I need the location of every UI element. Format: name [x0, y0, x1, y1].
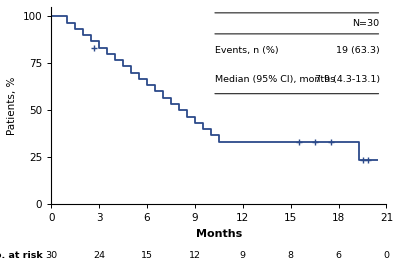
Text: 19 (63.3): 19 (63.3) — [336, 46, 380, 55]
Text: Events, n (%): Events, n (%) — [215, 46, 278, 55]
Text: Median (95% CI), months: Median (95% CI), months — [215, 75, 335, 84]
X-axis label: Months: Months — [196, 229, 242, 239]
Text: N=30: N=30 — [353, 19, 380, 28]
Text: 30: 30 — [45, 251, 57, 260]
Text: 8: 8 — [288, 251, 294, 260]
Text: 12: 12 — [189, 251, 201, 260]
Text: 6: 6 — [336, 251, 342, 260]
Text: 24: 24 — [93, 251, 105, 260]
Text: No. at risk: No. at risk — [0, 251, 43, 260]
Text: 0: 0 — [384, 251, 390, 260]
Text: 9: 9 — [240, 251, 246, 260]
Text: 15: 15 — [141, 251, 153, 260]
Text: 7.9 (4.3-13.1): 7.9 (4.3-13.1) — [314, 75, 380, 84]
Y-axis label: Patients, %: Patients, % — [7, 76, 17, 135]
